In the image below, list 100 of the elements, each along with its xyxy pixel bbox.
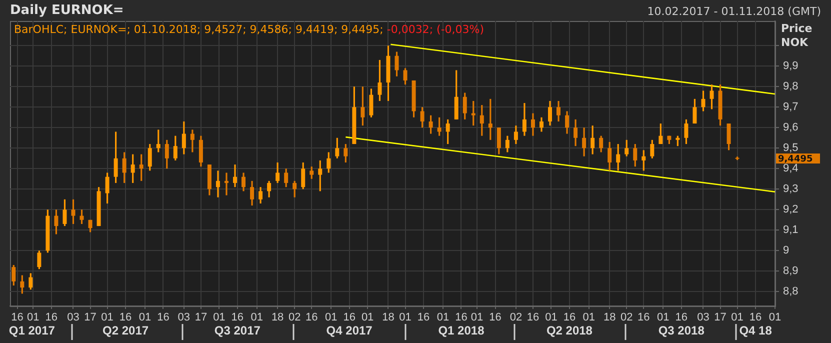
candlestick — [71, 198, 76, 225]
candlestick — [514, 124, 518, 145]
candlestick — [488, 98, 492, 141]
candlestick — [574, 118, 578, 147]
candlestick — [164, 139, 169, 170]
candlestick — [198, 135, 203, 168]
candlestick — [114, 130, 118, 184]
candlestick — [684, 118, 688, 145]
x-tick-label: 16 — [11, 312, 24, 324]
candlestick — [548, 100, 552, 126]
candlestick — [301, 162, 306, 190]
x-tick-label: 01 — [324, 312, 338, 324]
candlestick — [522, 102, 526, 137]
y-tick-label: 8,8 — [783, 286, 798, 298]
candlestick — [480, 104, 484, 137]
x-tick-label: 17 — [714, 312, 726, 324]
x-tick-label: 01 — [138, 312, 152, 324]
y-tick-label: 8,9 — [783, 265, 798, 278]
candlestick — [710, 84, 714, 110]
x-tick-label: 16 — [45, 312, 58, 324]
candlestick — [284, 168, 288, 188]
annotation: BarOHLC; EURNOK=; 01.10.2018; 9,4527; 9,4586; 9,4419; 9,4495; — [14, 23, 384, 36]
candlestick — [642, 149, 646, 172]
x-tick-label: 16 — [157, 312, 170, 324]
x-tick-label: 16 — [675, 312, 688, 324]
candlestick — [582, 126, 586, 158]
candlestick — [590, 124, 595, 156]
y-axis-title: Price NOK — [781, 22, 814, 50]
x-tick-label: 16 — [563, 312, 576, 324]
candlestick — [556, 100, 561, 122]
x-tick-label: 16 — [638, 312, 650, 324]
x-tick-label: 01 — [101, 312, 114, 324]
x-tick-label: 16 — [417, 312, 430, 324]
candlestick — [105, 172, 110, 204]
x-tick-label: 01 — [545, 312, 558, 324]
x2-tick-label: Q1 2017 — [8, 324, 56, 338]
candlestick — [318, 160, 322, 192]
candlestick — [650, 139, 654, 160]
x-tick-label: 03 — [67, 312, 80, 324]
candlestick — [403, 67, 408, 86]
x-tick-label: 16 — [749, 312, 762, 324]
candlestick — [292, 180, 297, 198]
x-tick-label: 01 — [582, 312, 596, 324]
candlestick — [139, 153, 144, 182]
candlestick — [28, 272, 33, 290]
text: 9,4495 — [778, 154, 813, 164]
candlestick — [633, 143, 638, 168]
candlestick — [130, 153, 135, 184]
candlestick — [608, 141, 612, 172]
x-tick-label: 01 — [436, 312, 450, 324]
x-tick-label: 01 — [26, 312, 40, 324]
candlestick — [12, 264, 16, 286]
x-tick-label: 16 — [343, 312, 356, 324]
x-tick-label: 01 — [470, 312, 484, 324]
candlestick — [148, 143, 152, 172]
x-tick-label: 01 — [361, 312, 374, 324]
x-tick-label: 16 — [455, 312, 468, 324]
candlestick — [658, 122, 663, 145]
candlestick — [173, 135, 178, 162]
y-tick-label: 9,2 — [783, 204, 798, 216]
x2-tick-label: Q2 2017 — [102, 324, 149, 338]
candlestick — [454, 69, 458, 120]
y-tick-label: 9,1 — [783, 224, 798, 236]
x-tick-label: 18 — [603, 312, 616, 324]
candlestick — [335, 137, 340, 160]
candlestick — [276, 162, 280, 184]
x-tick-label: 01 — [731, 312, 744, 324]
x-tick-label: 01 — [399, 312, 412, 324]
x-tick-label: 01 — [656, 312, 670, 324]
candlestick — [378, 59, 382, 102]
candlestick — [446, 118, 450, 145]
x-tick-label: 16 — [231, 312, 244, 324]
x-tick-label: 01 — [213, 312, 226, 324]
candlestick — [624, 139, 629, 158]
candlestick — [224, 172, 228, 196]
x-tick-label: 16 — [526, 312, 540, 324]
candlestick — [701, 90, 706, 112]
candlestick — [565, 110, 570, 135]
candlestick — [539, 116, 544, 133]
candlestick — [62, 198, 67, 227]
x-tick-label: 18 — [382, 312, 394, 324]
y-tick-label: 9 — [783, 244, 790, 257]
x-tick-label: 16 — [489, 312, 502, 324]
candlestick — [437, 116, 442, 137]
y-tick-label: 9,8 — [783, 80, 798, 93]
candlestick — [54, 208, 58, 236]
y-tick-label: 9,7 — [783, 101, 798, 114]
candlestick — [190, 128, 194, 154]
x2-tick-label: Q3 2017 — [214, 324, 261, 338]
candlestick — [599, 135, 604, 154]
candlestick — [88, 219, 92, 233]
candlestick — [496, 126, 501, 156]
candlestick — [616, 143, 620, 172]
candlestick — [428, 114, 433, 135]
x2-tick-label: Q1 2018 — [438, 324, 485, 338]
candlestick — [233, 164, 237, 188]
x-tick-label: 17 — [84, 312, 96, 324]
x-tick-label: 03 — [178, 312, 190, 324]
x-tick-label: 16 — [119, 312, 132, 324]
x-tick-label: 18 — [271, 312, 284, 324]
